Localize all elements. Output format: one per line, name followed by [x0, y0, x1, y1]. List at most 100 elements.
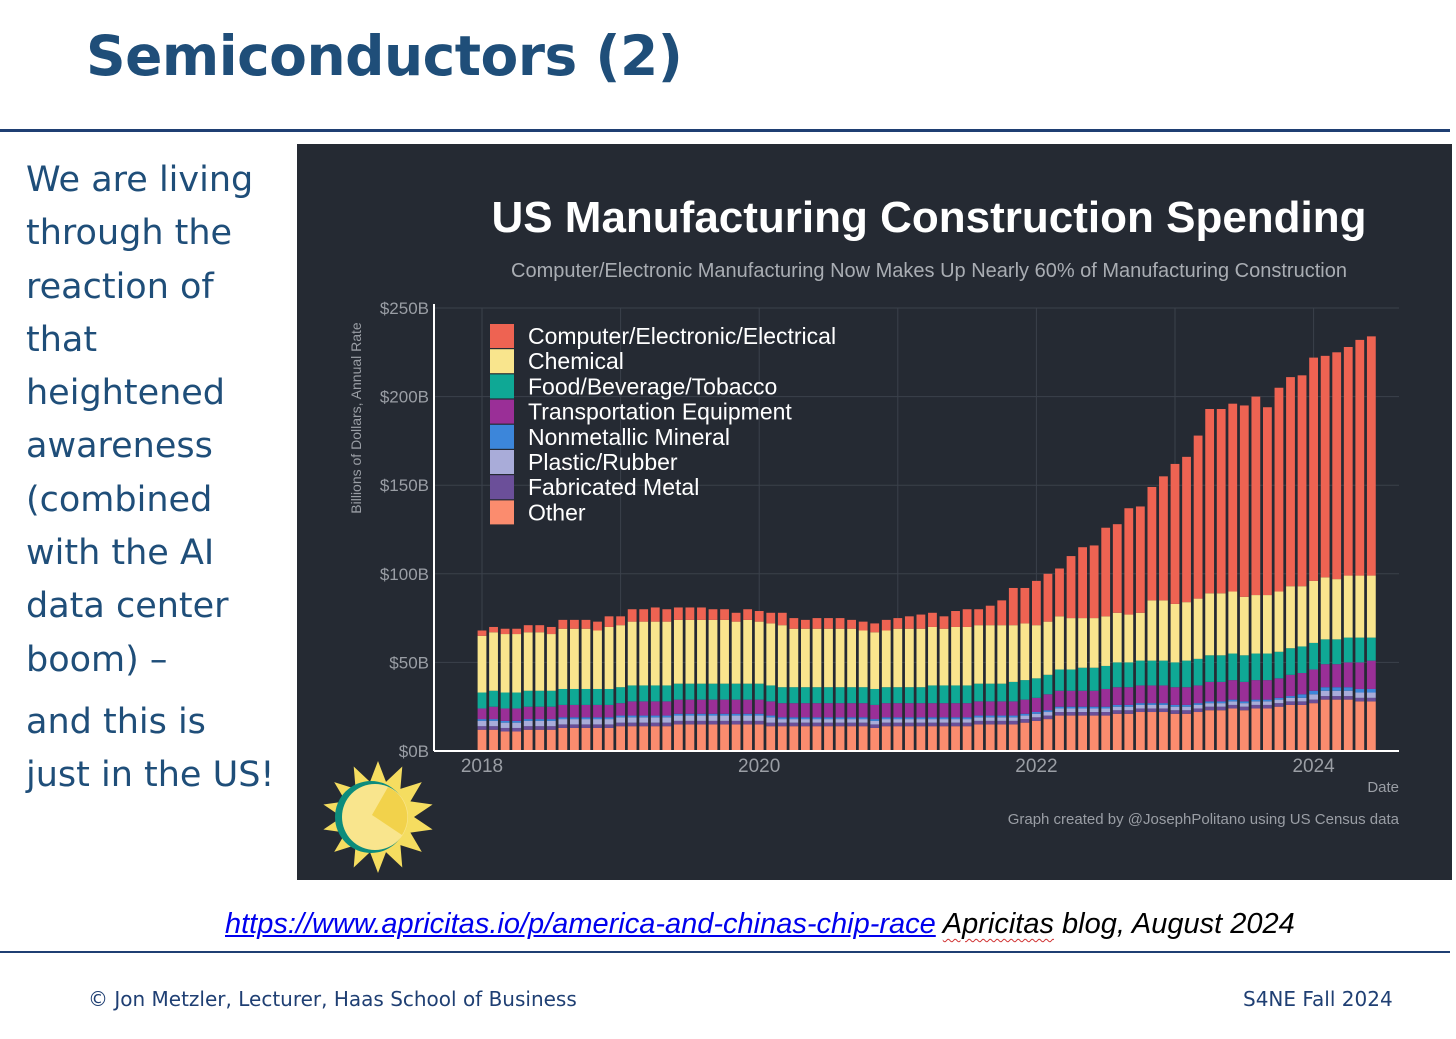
bar-segment [1101, 712, 1111, 716]
bar-segment [847, 687, 856, 704]
bar-segment [870, 632, 880, 689]
bar-segment [754, 699, 764, 714]
bar-segment [1135, 708, 1145, 713]
bar-segment [662, 722, 672, 727]
bar-segment [1263, 407, 1272, 596]
bar-segment [754, 683, 764, 700]
bar-segment [639, 715, 649, 718]
bar-segment [777, 726, 787, 751]
bar-segment [928, 726, 937, 751]
bar-segment [916, 722, 926, 727]
bar-segment [558, 628, 568, 689]
bar-segment [1309, 699, 1318, 704]
source-line: https://www.apricitas.io/p/america-and-c… [225, 908, 1295, 941]
source-link[interactable]: https://www.apricitas.io/p/america-and-c… [225, 908, 936, 940]
bar-segment [951, 626, 960, 686]
bar-segment [1008, 717, 1018, 721]
bar-segment [627, 685, 637, 702]
bar-segment [523, 625, 533, 633]
bar-segment [1366, 336, 1376, 576]
bar-segment [1101, 665, 1111, 689]
bar-segment [639, 685, 649, 702]
bar-segment [477, 720, 487, 727]
bar-segment [1263, 708, 1272, 751]
bar-segment [916, 719, 926, 723]
bar-segment [489, 690, 498, 707]
bar-segment [558, 717, 568, 720]
bar-segment [1216, 710, 1226, 751]
bar-segment [489, 626, 498, 633]
bar-segment [1343, 696, 1353, 700]
bar-segment [673, 715, 683, 721]
bar-segment [546, 634, 556, 691]
bar-segment [1078, 706, 1087, 709]
bar-segment [1032, 720, 1041, 751]
bar-segment [1343, 662, 1353, 688]
bar-segment [904, 722, 914, 727]
bar-segment [1205, 681, 1215, 702]
bar-segment [697, 715, 706, 721]
x-tick-label: 2020 [738, 756, 780, 777]
bar-segment [962, 717, 972, 720]
bar-segment [1332, 664, 1342, 688]
chart-subtitle: Computer/Electronic Manufacturing Now Ma… [511, 260, 1347, 282]
bar-segment [1297, 586, 1307, 647]
bar-segment [1124, 713, 1134, 751]
bar-segment [720, 619, 729, 684]
bar-segment [570, 688, 579, 705]
bar-segment [1355, 339, 1365, 576]
bar-segment [1112, 704, 1122, 707]
bar-segment [789, 726, 799, 751]
bar-segment [766, 612, 776, 624]
bar-segment [1089, 690, 1099, 707]
bar-segment [1055, 690, 1064, 707]
bar-segment [593, 630, 602, 689]
bar-segment [985, 625, 995, 684]
bar-segment [1089, 618, 1099, 668]
bar-segment [847, 619, 856, 629]
bar-segment [685, 715, 695, 721]
bar-segment [489, 726, 498, 730]
bar-segment [546, 706, 556, 720]
bar-segment [1032, 712, 1041, 714]
title-divider [0, 129, 1450, 132]
bar-segment [685, 607, 695, 620]
bar-segment [1239, 710, 1249, 751]
bar-segment [754, 724, 764, 751]
bar-segment [962, 722, 972, 727]
bar-segment [1032, 580, 1041, 626]
bar-segment [847, 628, 856, 688]
bar-segment [1182, 660, 1191, 688]
bar-segment [812, 618, 822, 629]
bar-segment [1251, 701, 1261, 705]
bar-segment [812, 628, 822, 688]
bar-segment [570, 727, 579, 751]
bar-segment [1078, 712, 1087, 716]
bar-segment [928, 612, 937, 627]
bar-segment [1205, 593, 1215, 656]
bar-segment [1216, 409, 1226, 594]
bar-segment [858, 630, 868, 688]
bar-segment [1309, 669, 1318, 691]
bar-segment [824, 726, 833, 751]
bar-segment [639, 621, 649, 686]
bar-segment [1343, 699, 1353, 751]
bar-segment [1124, 710, 1134, 714]
bar-segment [1020, 587, 1030, 624]
bar-segment [997, 600, 1007, 626]
bar-segment [881, 717, 891, 720]
bar-segment [1297, 694, 1307, 698]
bar-segment [847, 722, 856, 727]
bar-segment [743, 683, 753, 700]
bar-segment [1101, 616, 1111, 666]
bar-segment [743, 724, 753, 751]
bar-segment [1332, 690, 1342, 697]
bar-segment [1089, 667, 1099, 691]
bar-segment [1124, 662, 1134, 688]
bar-segment [743, 619, 753, 684]
bar-segment [535, 719, 545, 721]
bar-segment [893, 726, 903, 751]
bar-segment [1008, 720, 1018, 725]
bar-segment [870, 688, 880, 705]
bar-segment [1228, 591, 1238, 654]
